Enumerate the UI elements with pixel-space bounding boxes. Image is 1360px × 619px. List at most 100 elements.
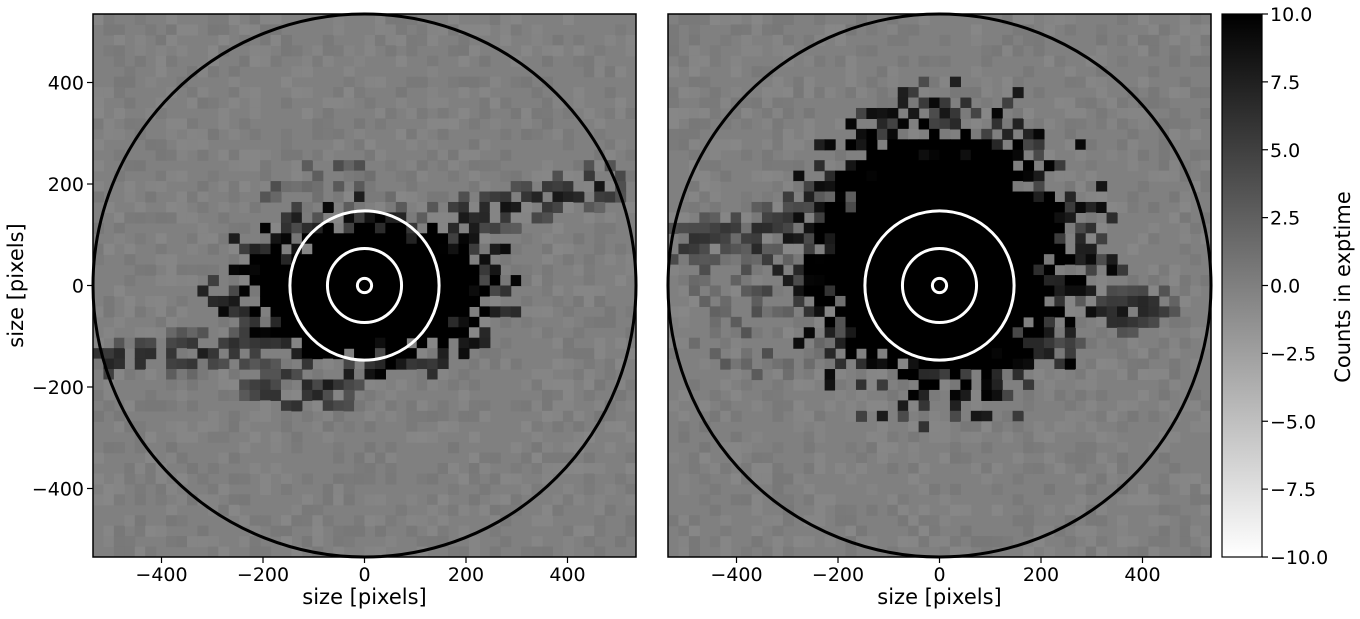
- image-pixel: [291, 222, 303, 234]
- image-pixel: [249, 327, 261, 339]
- image-pixel: [730, 358, 742, 370]
- image-pixel: [772, 107, 784, 120]
- image-pixel: [416, 316, 428, 328]
- image-pixel: [113, 358, 125, 370]
- image-pixel: [93, 118, 105, 130]
- image-pixel: [155, 170, 167, 182]
- image-pixel: [761, 24, 774, 36]
- image-pixel: [448, 264, 460, 276]
- image-pixel: [960, 107, 972, 120]
- image-pixel: [699, 107, 711, 120]
- image-pixel: [604, 107, 616, 120]
- image-pixel: [385, 295, 397, 307]
- image-pixel: [583, 463, 595, 475]
- image-pixel: [124, 400, 136, 412]
- image-pixel: [427, 254, 439, 266]
- image-pixel: [406, 233, 418, 245]
- image-pixel: [301, 358, 313, 370]
- image-pixel: [176, 201, 188, 213]
- image-pixel: [1137, 494, 1149, 506]
- image-pixel: [542, 400, 554, 412]
- image-pixel: [134, 55, 146, 67]
- image-pixel: [500, 337, 512, 349]
- image-pixel: [479, 285, 491, 297]
- image-pixel: [1002, 243, 1014, 255]
- image-pixel: [573, 421, 585, 433]
- image-pixel: [845, 201, 857, 213]
- image-pixel: [793, 400, 805, 412]
- image-pixel: [1106, 285, 1118, 297]
- colorbar-tick-label: 7.5: [1270, 72, 1300, 94]
- image-pixel: [437, 222, 449, 234]
- image-pixel: [573, 97, 585, 109]
- image-pixel: [1148, 536, 1160, 548]
- image-pixel: [939, 191, 951, 203]
- image-pixel: [427, 306, 439, 318]
- image-pixel: [1158, 379, 1170, 391]
- image-pixel: [939, 55, 951, 67]
- image-pixel: [510, 222, 522, 234]
- image-pixel: [197, 494, 209, 506]
- image-pixel: [155, 525, 167, 537]
- image-pixel: [552, 494, 564, 506]
- image-pixel: [782, 87, 794, 99]
- image-pixel: [113, 494, 125, 506]
- image-pixel: [991, 254, 1003, 266]
- image-pixel: [354, 139, 366, 151]
- image-pixel: [1012, 452, 1024, 464]
- image-pixel: [688, 222, 700, 234]
- image-pixel: [458, 76, 470, 88]
- image-pixel: [887, 34, 899, 46]
- image-pixel: [730, 14, 742, 26]
- image-pixel: [897, 494, 909, 506]
- image-pixel: [458, 55, 470, 67]
- image-pixel: [615, 24, 627, 36]
- image-pixel: [260, 285, 272, 297]
- image-pixel: [124, 546, 136, 557]
- image-pixel: [562, 494, 574, 506]
- image-pixel: [1002, 191, 1014, 203]
- image-pixel: [385, 316, 397, 328]
- image-pixel: [1085, 483, 1097, 495]
- image-pixel: [1179, 118, 1191, 130]
- image-pixel: [1043, 254, 1055, 266]
- image-pixel: [970, 463, 982, 475]
- image-pixel: [720, 118, 732, 130]
- image-pixel: [835, 306, 847, 318]
- image-pixel: [751, 243, 763, 255]
- image-pixel: [573, 170, 585, 182]
- image-pixel: [1043, 379, 1055, 391]
- image-pixel: [594, 504, 606, 516]
- image-pixel: [918, 139, 930, 151]
- image-pixel: [1002, 181, 1014, 193]
- image-pixel: [1043, 504, 1055, 516]
- image-pixel: [458, 504, 470, 516]
- image-pixel: [1200, 275, 1211, 287]
- image-pixel: [866, 316, 878, 328]
- image-pixel: [176, 515, 188, 527]
- image-pixel: [615, 421, 627, 433]
- image-pixel: [1127, 400, 1139, 412]
- image-pixel: [887, 306, 899, 318]
- image-pixel: [333, 295, 345, 307]
- image-pixel: [908, 107, 920, 120]
- image-pixel: [385, 285, 397, 297]
- image-pixel: [333, 97, 345, 109]
- image-pixel: [1117, 369, 1129, 381]
- image-pixel: [583, 275, 595, 287]
- image-pixel: [155, 233, 167, 245]
- image-pixel: [699, 97, 711, 109]
- image-pixel: [1117, 483, 1129, 495]
- image-pixel: [395, 243, 407, 255]
- image-pixel: [479, 76, 491, 88]
- image-pixel: [824, 233, 836, 245]
- image-pixel: [228, 233, 240, 245]
- image-pixel: [239, 254, 251, 266]
- image-pixel: [688, 128, 700, 140]
- image-pixel: [239, 222, 251, 234]
- image-pixel: [583, 254, 595, 266]
- image-pixel: [929, 222, 941, 234]
- image-pixel: [113, 76, 125, 88]
- image-pixel: [291, 442, 303, 454]
- image-pixel: [176, 170, 188, 182]
